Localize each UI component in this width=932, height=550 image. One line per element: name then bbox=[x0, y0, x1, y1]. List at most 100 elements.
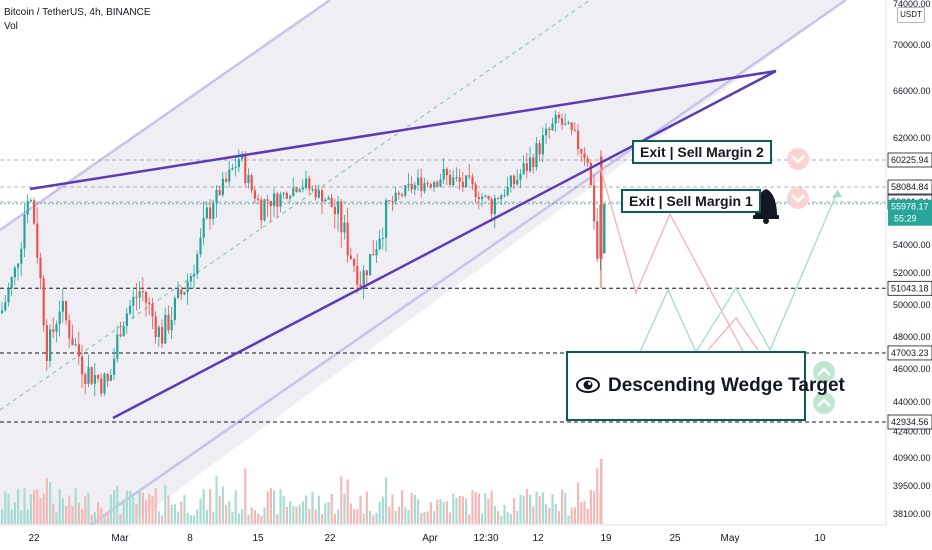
candle-body bbox=[580, 149, 583, 154]
volume-bar bbox=[577, 482, 580, 524]
volume-bar bbox=[327, 502, 330, 524]
candle-body bbox=[167, 314, 170, 331]
volume-bar bbox=[65, 505, 68, 524]
candle-body bbox=[154, 316, 157, 337]
volume-bar bbox=[455, 497, 458, 524]
candle-body bbox=[317, 190, 320, 198]
candle-body bbox=[225, 178, 228, 182]
volume-bar bbox=[401, 490, 404, 524]
volume-bar bbox=[551, 494, 554, 524]
volume-bar bbox=[161, 515, 164, 524]
candle-body bbox=[305, 178, 308, 188]
time-axis[interactable]: 22 Mar 8 15 22 Apr 12:30 12 19 25 May 10 bbox=[28, 533, 826, 544]
volume-bar bbox=[218, 496, 221, 524]
volume-bar bbox=[477, 493, 480, 524]
candle-body bbox=[381, 238, 384, 240]
volume-bar bbox=[481, 513, 484, 524]
volume-bar bbox=[337, 509, 340, 524]
volume-bar bbox=[4, 491, 7, 524]
candle-body bbox=[36, 223, 39, 258]
price-tick-label: 50000.00 bbox=[893, 300, 931, 310]
candle-body bbox=[199, 237, 202, 255]
candle-body bbox=[442, 168, 445, 180]
volume-bar bbox=[58, 488, 61, 524]
volume-bar bbox=[212, 511, 215, 524]
candle-body bbox=[529, 157, 532, 172]
exit-sell-margin-2-label[interactable]: Exit | Sell Margin 2 bbox=[632, 140, 772, 164]
volume-bar bbox=[266, 491, 269, 524]
volume-bar bbox=[36, 489, 39, 524]
exit-sell-margin-1-label[interactable]: Exit | Sell Margin 1 bbox=[621, 189, 761, 213]
candle-body bbox=[465, 175, 468, 188]
volume-bar bbox=[442, 501, 445, 524]
wedge-upper-line[interactable] bbox=[29, 69, 777, 191]
candle-body bbox=[269, 200, 272, 207]
candle-body bbox=[209, 207, 212, 219]
candle-body bbox=[413, 185, 416, 190]
volume-bar bbox=[279, 489, 282, 524]
candle-body bbox=[423, 183, 426, 192]
wedge-lower-line[interactable] bbox=[112, 69, 777, 420]
volume-bar bbox=[391, 494, 394, 524]
volume-bar bbox=[269, 488, 272, 524]
volume-bar bbox=[570, 507, 573, 524]
candle-body bbox=[205, 207, 208, 219]
candle-body bbox=[273, 193, 276, 207]
time-tick-label: 25 bbox=[669, 533, 681, 544]
volume-indicator-label[interactable]: Vol bbox=[4, 21, 18, 32]
volume-bar bbox=[468, 514, 471, 524]
candle-body bbox=[113, 358, 116, 375]
price-axis[interactable]: 74000.00 70000.00 66000.00 62000.00 54000.00… bbox=[887, 0, 932, 519]
volume-bar bbox=[241, 509, 244, 524]
candle-body bbox=[241, 154, 244, 160]
volume-bar bbox=[308, 508, 311, 524]
volume-bar bbox=[148, 494, 151, 524]
candle-body bbox=[289, 196, 292, 199]
candle-body bbox=[4, 302, 7, 311]
volume-bar bbox=[410, 493, 413, 524]
channel-lower-line[interactable] bbox=[89, 0, 847, 525]
volume-bar bbox=[314, 509, 317, 524]
volume-bar bbox=[600, 459, 603, 524]
volume-bar bbox=[330, 493, 333, 524]
candle-body bbox=[436, 181, 439, 187]
candle-body bbox=[279, 194, 282, 207]
volume-bar bbox=[170, 504, 173, 524]
volume-bar bbox=[321, 514, 324, 524]
volume-bar bbox=[349, 503, 352, 524]
volume-bar bbox=[333, 513, 336, 524]
candle-body bbox=[474, 184, 477, 198]
candle-body bbox=[349, 255, 352, 259]
candle-body bbox=[141, 291, 144, 293]
price-tick-label: 40900.00 bbox=[893, 453, 931, 463]
volume-bar bbox=[180, 501, 183, 524]
price-tick-label: 54000.00 bbox=[893, 240, 931, 250]
candle-body bbox=[308, 178, 311, 190]
candle-body bbox=[522, 163, 525, 174]
volume-bar bbox=[484, 493, 487, 524]
descending-wedge-target-box[interactable]: Descending Wedge Target bbox=[566, 351, 845, 421]
candle-body bbox=[509, 175, 512, 187]
currency-badge[interactable]: USDT bbox=[897, 7, 925, 23]
channel-upper-line[interactable] bbox=[0, 0, 331, 232]
candle-body bbox=[295, 187, 298, 192]
volume-bar bbox=[426, 511, 429, 524]
candle-body bbox=[186, 281, 189, 292]
candle-body bbox=[215, 190, 218, 203]
volume-bar bbox=[545, 504, 548, 524]
volume-bar bbox=[39, 497, 42, 524]
candle-body bbox=[535, 143, 538, 168]
candle-body bbox=[337, 201, 340, 215]
candle-body bbox=[161, 327, 164, 344]
candle-body bbox=[573, 130, 576, 132]
candle-body bbox=[600, 156, 603, 259]
candle-body bbox=[292, 187, 295, 197]
volume-bar bbox=[407, 510, 410, 524]
candle-body bbox=[426, 183, 429, 185]
candle-body bbox=[218, 190, 221, 195]
chevron-up-icon bbox=[813, 392, 835, 414]
volume-bar bbox=[276, 514, 279, 524]
price-level-label: 58084.84 bbox=[891, 182, 929, 192]
volume-bar bbox=[93, 511, 96, 524]
